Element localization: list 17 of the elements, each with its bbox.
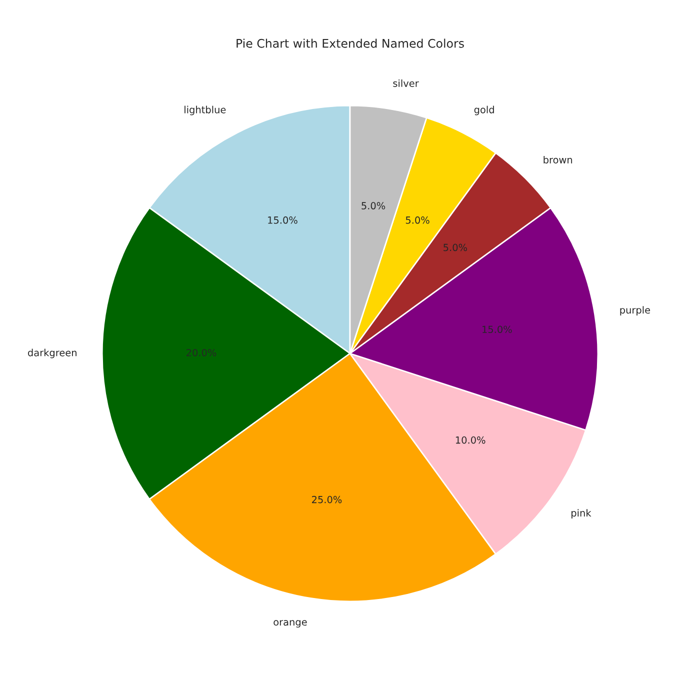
slice-label: purple bbox=[620, 306, 650, 316]
data-label: 5.0% bbox=[444, 244, 467, 252]
slice-label: pink bbox=[572, 509, 592, 518]
data-label: 10.0% bbox=[456, 436, 486, 444]
slice-label: brown bbox=[544, 156, 572, 164]
data-label: 15.0% bbox=[268, 216, 298, 224]
slice-label: silver bbox=[393, 79, 419, 87]
chart-title: Pie Chart with Extended Named Colors bbox=[236, 38, 464, 48]
data-label: 25.0% bbox=[312, 496, 342, 504]
data-label: 5.0% bbox=[406, 216, 430, 224]
slice-label: darkgreen bbox=[28, 348, 76, 358]
slice-label: gold bbox=[474, 106, 494, 116]
data-label: 20.0% bbox=[186, 348, 216, 356]
data-label: 15.0% bbox=[482, 326, 512, 334]
slice-label: lightblue bbox=[184, 106, 226, 116]
data-label: 5.0% bbox=[362, 202, 386, 210]
slice-label: orange bbox=[274, 620, 307, 628]
